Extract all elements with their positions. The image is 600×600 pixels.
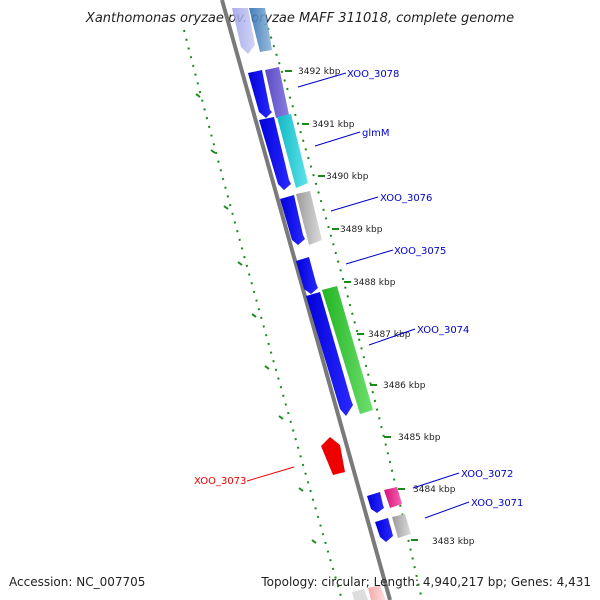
tick-label-3484: 3484 kbp [413,485,456,495]
forward-cds-track [248,70,393,542]
tick-label-3483: 3483 kbp [432,537,475,547]
genome-backbone [220,0,392,600]
gene-label-xoo-3071[interactable]: XOO_3071 [471,498,523,509]
gene-label-xoo-3076[interactable]: XOO_3076 [380,193,432,204]
tick-label-3490: 3490 kbp [326,172,369,182]
gene-label-glmM[interactable]: glmM [362,128,390,139]
gene-label-xoo-3074[interactable]: XOO_3074 [417,325,469,336]
tick-label-3489: 3489 kbp [340,225,383,235]
tick-label-3487: 3487 kbp [368,330,411,340]
tick-label-3485: 3485 kbp [398,433,441,443]
tick-label-3486: 3486 kbp [383,381,426,391]
gene-block-bottom-red[interactable] [368,585,386,600]
gene-block-xoo-3076[interactable] [296,191,322,245]
cds-forward-3076[interactable] [280,195,305,245]
gene-label-xoo-3073[interactable]: XOO_3073 [194,476,246,487]
accession-label: Accession: NC_007705 [9,575,145,589]
cds-forward-3071[interactable] [375,518,393,542]
inner-tick-marks [285,70,418,541]
tick-label-3492: 3492 kbp [298,67,341,77]
cds-forward-3072[interactable] [367,492,384,513]
gene-block-xoo-3072[interactable] [384,487,402,508]
map-title: Xanthomonas oryzae pv. oryzae MAFF 31101… [85,11,514,26]
gene-label-xoo-3075[interactable]: XOO_3075 [394,246,446,257]
tick-label-3488: 3488 kbp [353,278,396,288]
gene-block-glmM[interactable] [277,114,308,188]
kbp-labels: 3492 kbp 3491 kbp 3490 kbp 3489 kbp 3488… [298,67,475,547]
cds-forward-3078[interactable] [248,70,272,118]
gene-block-xoo-3071[interactable] [392,514,411,538]
gene-track [265,67,411,600]
gene-label-xoo-3072[interactable]: XOO_3072 [461,469,513,480]
feature-top-faded-left[interactable] [232,8,255,54]
outer-tick-marks [195,93,317,544]
inner-dotted-track [267,27,423,600]
gene-block-bottom-gray[interactable] [352,589,368,600]
gene-labels: XOO_3078 glmM XOO_3076 XOO_3075 XOO_3074… [194,69,523,509]
gene-block-xoo-3074[interactable] [322,286,373,414]
label-leader-lines [246,72,470,519]
cds-forward-glmM[interactable] [259,117,291,190]
gene-label-xoo-3078[interactable]: XOO_3078 [347,69,399,80]
feature-top-faded-right[interactable] [249,8,272,52]
genome-summary: Topology: circular; Length: 4,940,217 bp… [260,575,591,589]
gene-block-xoo-3078[interactable] [265,67,289,118]
cds-forward-3074[interactable] [306,292,353,416]
gene-block-xoo-3073[interactable] [321,437,345,475]
tick-label-3491: 3491 kbp [312,120,355,130]
cds-forward-3075[interactable] [296,257,318,294]
